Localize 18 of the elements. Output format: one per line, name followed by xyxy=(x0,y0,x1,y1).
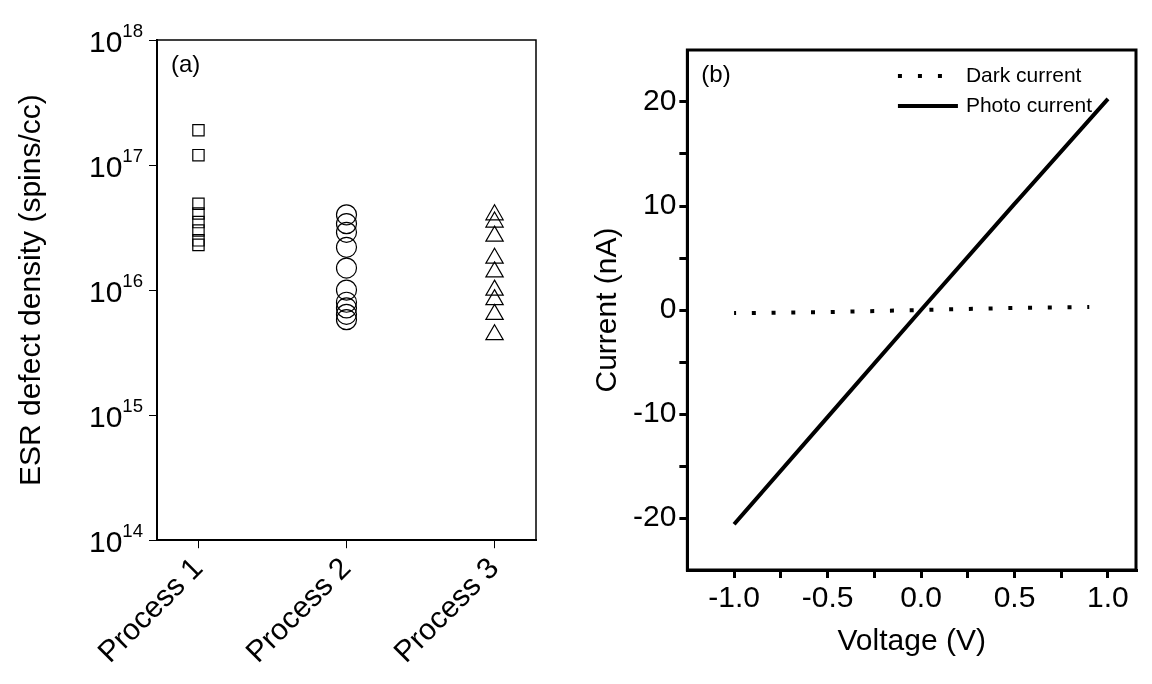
y-tick-label: -10 xyxy=(633,395,677,429)
y-tick-label: -20 xyxy=(633,499,677,533)
line-series xyxy=(732,304,1092,316)
x-axis-title: Voltage (V) xyxy=(837,623,986,657)
y-tick-label: 20 xyxy=(642,83,677,117)
x-tick-label: -1.0 xyxy=(708,580,760,614)
legend-label: Photo current xyxy=(965,92,1093,116)
annotation: (a) xyxy=(171,50,201,77)
y-tick-label: 10 xyxy=(642,187,677,221)
annotation: (b) xyxy=(701,60,731,87)
y-axis-title: ESR defect density (spins/cc) xyxy=(13,94,47,487)
x-tick-label: -0.5 xyxy=(801,580,854,614)
x-tick-label: 0.5 xyxy=(993,580,1036,614)
y-axis-title: Current (nA) xyxy=(589,227,623,393)
x-tick-label: 1.0 xyxy=(1087,580,1129,614)
y-tick-label: 0 xyxy=(659,291,677,325)
legend-label: Dark current xyxy=(965,62,1082,86)
x-tick-label: 0.0 xyxy=(900,580,942,614)
